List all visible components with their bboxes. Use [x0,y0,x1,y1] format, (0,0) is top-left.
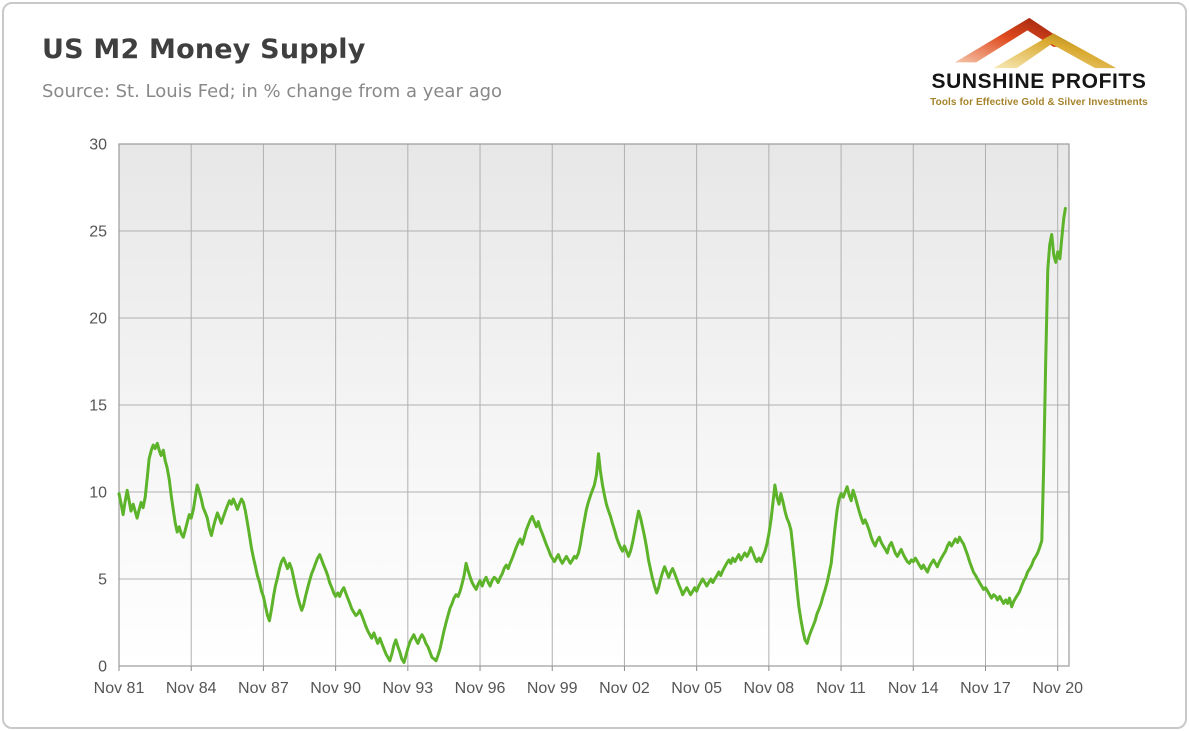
logo-bolt-icon [954,17,1117,69]
svg-text:20: 20 [89,311,107,328]
svg-text:Nov 11: Nov 11 [816,680,866,697]
svg-text:Nov 99: Nov 99 [527,680,578,697]
svg-text:Nov 93: Nov 93 [382,680,433,697]
chart-source-subtitle: Source: St. Louis Fed; in % change from … [42,81,503,102]
svg-text:Nov 08: Nov 08 [744,680,795,697]
chart-title: US M2 Money Supply [42,34,366,65]
svg-text:Nov 05: Nov 05 [671,680,722,697]
sunshine-profits-logo: SUNSHINE PROFITS Tools for Effective Gol… [913,14,1165,108]
svg-text:Nov 20: Nov 20 [1032,680,1083,697]
svg-text:Nov 87: Nov 87 [238,680,289,697]
svg-text:Nov 81: Nov 81 [94,680,145,697]
svg-text:Nov 96: Nov 96 [455,680,506,697]
chart-area: 0 5 10 15 20 25 30 Nov 81 Nov 84 Nov 87 Nov 90 Nov … [34,130,1134,720]
svg-text:15: 15 [89,398,107,415]
svg-text:Nov 14: Nov 14 [888,680,939,697]
svg-text:Nov 17: Nov 17 [960,680,1011,697]
svg-text:0: 0 [98,659,107,676]
logo-name: SUNSHINE PROFITS [931,70,1147,93]
svg-text:25: 25 [89,224,107,241]
svg-text:5: 5 [98,572,107,589]
logo-tagline: Tools for Effective Gold & Silver Invest… [930,97,1148,108]
svg-text:Nov 02: Nov 02 [599,680,650,697]
svg-text:Nov 84: Nov 84 [166,680,217,697]
svg-text:30: 30 [89,137,107,154]
svg-text:10: 10 [89,485,107,502]
chart-header: US M2 Money Supply Source: St. Louis Fed… [42,34,502,102]
svg-text:Nov 90: Nov 90 [310,680,361,697]
m2-line-chart: 0 5 10 15 20 25 30 Nov 81 Nov 84 Nov 87 Nov 90 Nov … [89,137,1083,698]
